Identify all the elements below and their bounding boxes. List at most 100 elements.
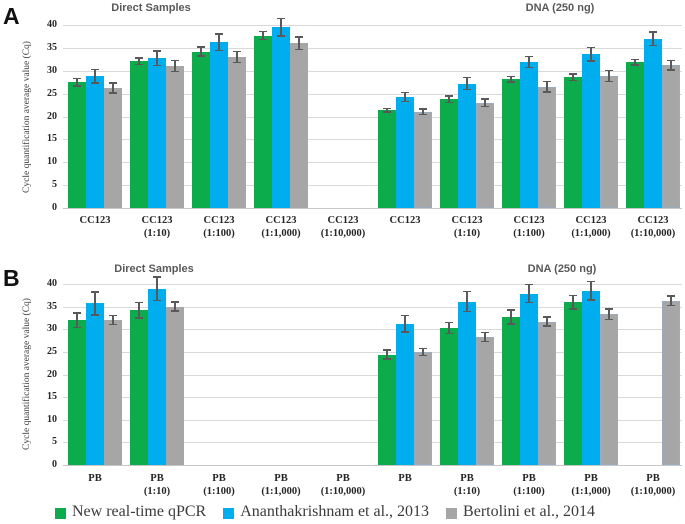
error-bar-cap-bottom — [543, 325, 551, 327]
gridline-25 — [63, 351, 682, 353]
error-bar-cap-top — [525, 283, 533, 286]
gridline-5 — [63, 442, 682, 444]
panel-b-direct-samples-title: Direct Samples — [114, 263, 194, 275]
bar-CC123(1:1,000)-series0 — [564, 77, 582, 208]
error-bar-cap-top — [109, 82, 117, 84]
x-label-0: PB — [59, 472, 131, 485]
error-bar-stem — [634, 59, 636, 65]
panel-b-label: B — [3, 265, 20, 291]
error-bar-cap-top — [569, 73, 577, 75]
y-tick-5: 5 — [52, 179, 57, 191]
gridline-10 — [63, 419, 682, 421]
x-label-name: CC123 — [327, 215, 359, 226]
bar-CC123(1:10)-series1 — [148, 58, 166, 208]
y-tick-30: 30 — [47, 323, 57, 335]
x-label-name: CC123 — [513, 215, 545, 226]
bar-CC123-series1 — [86, 76, 104, 208]
error-bar-stem — [670, 296, 672, 306]
bar-PB-series0 — [68, 320, 86, 465]
error-bar-cap-top — [109, 314, 117, 317]
x-label-name: CC123 — [203, 215, 235, 226]
bar-PB(1:1,000)-series1 — [582, 290, 600, 465]
error-bar-cap-top — [605, 69, 613, 72]
error-bar-stem — [218, 34, 220, 51]
bar-PB(1:1,000)-series2 — [600, 314, 618, 465]
panel-a-y-axis-label: Cycle quantification average value (Cq) — [22, 41, 32, 193]
error-bar-cap-top — [631, 58, 639, 61]
error-bar-cap-bottom — [277, 35, 285, 37]
error-bar-stem — [466, 291, 468, 312]
gridline-15 — [63, 139, 682, 141]
error-bar-cap-top — [383, 349, 391, 351]
error-bar-cap-bottom — [91, 82, 99, 84]
x-label-dilution: (1:10) — [453, 486, 481, 497]
y-tick-0: 0 — [52, 459, 57, 470]
x-label-name: PB — [150, 473, 164, 484]
error-bar-stem — [652, 31, 654, 46]
y-tick-15: 15 — [47, 133, 57, 145]
error-bar-cap-top — [401, 91, 409, 93]
bar-PB(1:10)-series0 — [130, 310, 148, 465]
error-bar-cap-bottom — [445, 101, 453, 104]
error-bar-stem — [236, 51, 238, 63]
y-tick-40: 40 — [47, 278, 57, 289]
gridline-10 — [63, 162, 682, 164]
x-label-dilution: (1:10,000) — [320, 228, 366, 239]
bar-CC123(1:100)-series0 — [192, 51, 210, 208]
error-bar-cap-top — [525, 55, 533, 58]
x-label-dilution: (1:100) — [203, 228, 235, 239]
panel-a-dna-title: DNA (250 ng) — [525, 2, 595, 14]
error-bar-stem — [404, 92, 406, 102]
gridline-5 — [63, 185, 682, 187]
x-label-dilution: (1:100) — [203, 486, 235, 497]
x-label-dilution: (1:1,000) — [571, 486, 611, 497]
error-bar-cap-bottom — [445, 332, 453, 335]
error-bar-stem — [484, 332, 486, 342]
x-label-5: PB — [369, 472, 441, 485]
y-tick-20: 20 — [47, 368, 57, 380]
error-bar-cap-top — [153, 50, 161, 52]
y-tick-5: 5 — [52, 436, 57, 448]
error-bar-cap-bottom — [383, 111, 391, 113]
error-bar-cap-bottom — [631, 64, 639, 66]
x-label-6: CC123 (1:10) — [431, 214, 503, 240]
error-bar-cap-top — [383, 107, 391, 109]
bar-PB-series0 — [378, 354, 396, 465]
x-label-name: PB — [584, 473, 598, 484]
x-label-dilution: (1:1,000) — [571, 228, 611, 239]
error-bar-cap-top — [587, 46, 595, 49]
error-bar-stem — [608, 70, 610, 82]
x-label-name: CC123 — [389, 215, 421, 226]
error-bar-stem — [174, 60, 176, 72]
y-tick-25: 25 — [47, 345, 57, 357]
legend-item-bertolini: Bertolini et al., 2014 — [446, 503, 595, 521]
x-label-1: CC123 (1:10) — [121, 214, 193, 240]
error-bar-cap-top — [171, 59, 179, 62]
panel-a-label: A — [3, 3, 20, 29]
error-bar-cap-top — [481, 98, 489, 100]
bar-PB(1:10)-series1 — [458, 301, 476, 465]
error-bar-cap-bottom — [507, 81, 515, 83]
bar-PB(1:10)-series1 — [148, 288, 166, 465]
bar-CC123-series1 — [396, 96, 414, 208]
error-bar-stem — [94, 69, 96, 84]
panel-a-direct-samples-title: Direct Samples — [111, 2, 191, 14]
bar-CC123(1:10)-series0 — [130, 61, 148, 208]
error-bar-cap-bottom — [295, 48, 303, 51]
x-label-4: PB (1:10,000) — [307, 472, 379, 498]
bar-CC123(1:100)-series2 — [228, 57, 246, 208]
error-bar-cap-bottom — [525, 301, 533, 304]
bar-PB-series2 — [414, 351, 432, 465]
error-bar-cap-bottom — [463, 88, 471, 91]
x-label-2: PB (1:100) — [183, 472, 255, 498]
error-bar-stem — [546, 317, 548, 327]
blue-swatch-icon — [223, 507, 235, 519]
error-bar-cap-bottom — [73, 326, 81, 329]
error-bar-stem — [386, 350, 388, 360]
bar-CC123(1:1,000)-series2 — [290, 43, 308, 208]
error-bar-cap-bottom — [153, 299, 161, 302]
legend: New real-time qPCR Ananthakrishnam et al… — [55, 503, 595, 521]
error-bar-cap-bottom — [605, 318, 613, 321]
gridline-40 — [63, 25, 682, 26]
